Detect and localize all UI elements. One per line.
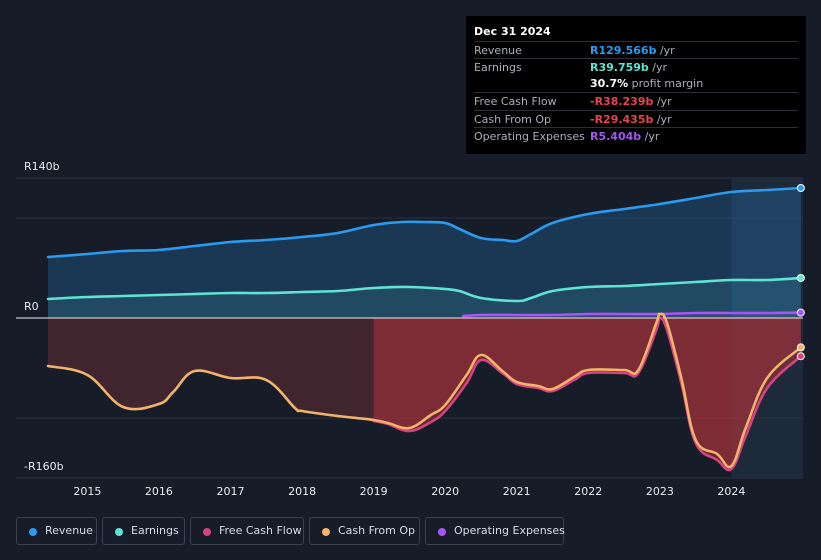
legend-free-cash-flow[interactable]: Free Cash Flow	[190, 517, 304, 545]
legend-dot	[322, 528, 330, 536]
tooltip-label: Cash From Op	[474, 113, 552, 126]
tooltip-value: R39.759b /yr	[590, 61, 668, 74]
area-cash-from-op	[48, 313, 801, 468]
line-cash-from-op	[46, 312, 803, 469]
legend-label: Operating Expenses	[454, 524, 565, 537]
series-lines	[46, 186, 803, 472]
x-tick-label: 2018	[288, 485, 317, 498]
x-tick-label: 2019	[359, 485, 388, 498]
tooltip-row-earnings: Earnings R39.759b /yr	[474, 58, 798, 76]
tooltip-row-revenue: Revenue R129.566b /yr	[474, 41, 798, 59]
endpoint-revenue	[796, 184, 805, 192]
endpoint-operating-expenses	[796, 308, 805, 317]
tooltip-value: -R38.239b /yr	[590, 95, 672, 108]
tooltip-label: Free Cash Flow	[474, 95, 557, 108]
area-free-cash-flow	[373, 318, 801, 471]
legend-earnings[interactable]: Earnings	[102, 517, 185, 545]
tooltip-value: 30.7% profit margin	[590, 77, 704, 90]
tooltip-row-cfo: Cash From Op -R29.435b /yr	[474, 110, 798, 128]
legend-dot	[115, 528, 123, 536]
legend-label: Revenue	[45, 524, 93, 537]
x-tick-label: 2022	[574, 485, 603, 498]
y-label-zero: R0	[24, 300, 39, 313]
x-tick-label: 2015	[73, 485, 102, 498]
x-tick-label: 2021	[502, 485, 531, 498]
legend-dot	[438, 528, 446, 536]
tooltip-label: Revenue	[474, 44, 522, 57]
line-operating-expenses	[461, 311, 803, 318]
line-earnings	[46, 276, 803, 303]
legend-dot	[29, 528, 37, 536]
x-tick-label: 2023	[645, 485, 674, 498]
line-free-cash-flow	[372, 316, 803, 472]
area-earnings	[48, 278, 801, 318]
legend-dot	[203, 528, 211, 536]
tooltip-row-opex: Operating Expenses R5.404b /yr	[474, 127, 798, 145]
y-label-top: R140b	[24, 160, 60, 173]
tooltip-value: R5.404b /yr	[590, 130, 660, 143]
tooltip-label: Earnings	[474, 61, 522, 74]
tooltip-label: Operating Expenses	[474, 130, 585, 143]
endpoint-free-cash-flow	[796, 352, 805, 361]
legend-label: Cash From Op	[338, 524, 416, 537]
legend-revenue[interactable]: Revenue	[16, 517, 97, 545]
tooltip-row-margin: 30.7% profit margin	[474, 75, 798, 92]
legend-cash-from-op[interactable]: Cash From Op	[309, 517, 420, 545]
tooltip-value: R129.566b /yr	[590, 44, 675, 57]
x-tick-label: 2020	[431, 485, 460, 498]
x-tick-label: 2024	[717, 485, 746, 498]
tooltip-date: Dec 31 2024	[474, 25, 551, 38]
endpoint-cash-from-op	[796, 343, 805, 352]
tooltip-value: -R29.435b /yr	[590, 113, 672, 126]
tooltip-row-fcf: Free Cash Flow -R38.239b /yr	[474, 92, 798, 110]
x-tick-label: 2017	[216, 485, 245, 498]
series-endpoints	[796, 184, 805, 361]
legend-label: Free Cash Flow	[219, 524, 302, 537]
y-label-bottom: -R160b	[24, 460, 64, 473]
forecast-shade	[731, 178, 803, 478]
legend-label: Earnings	[131, 524, 179, 537]
series-areas	[48, 188, 801, 471]
endpoint-earnings	[796, 274, 805, 282]
data-tooltip: Dec 31 2024 Revenue R129.566b /yr Earnin…	[466, 16, 806, 154]
line-revenue	[46, 186, 803, 259]
x-tick-label: 2016	[144, 485, 173, 498]
legend-operating-expenses[interactable]: Operating Expenses	[425, 517, 565, 545]
